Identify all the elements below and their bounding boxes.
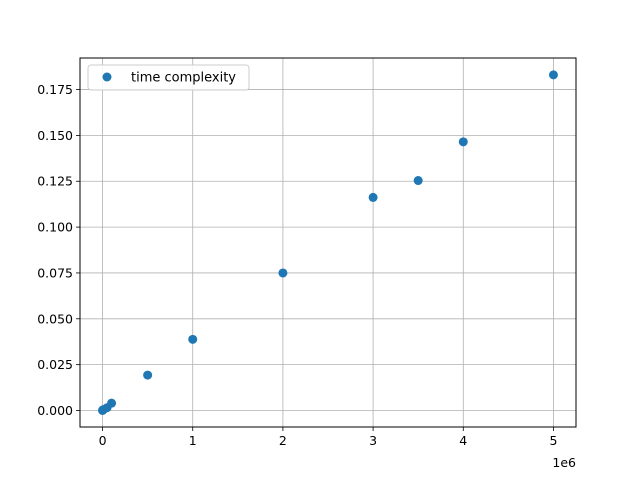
grid-lines — [80, 58, 576, 427]
data-points — [98, 70, 558, 415]
data-point — [548, 70, 558, 80]
x-tick-label: 0 — [99, 433, 107, 448]
data-point — [107, 398, 117, 408]
legend-box — [87, 64, 250, 91]
x-tick-label: 1 — [189, 433, 197, 448]
y-axis-ticks: 0.000 0.025 0.050 0.075 0.100 0.125 0.150 0.175 — [37, 82, 80, 418]
legend-marker — [102, 72, 112, 82]
legend: time complexity — [87, 64, 250, 91]
data-point — [143, 370, 153, 380]
y-tick-label: 0.150 — [37, 128, 73, 143]
data-point — [278, 268, 288, 278]
data-point — [188, 334, 198, 344]
y-tick-label: 0.025 — [37, 357, 73, 372]
x-tick-label: 5 — [549, 433, 557, 448]
data-point — [458, 137, 468, 147]
y-tick-label: 0.175 — [37, 82, 73, 97]
x-tick-label: 4 — [459, 433, 467, 448]
y-tick-label: 0.075 — [37, 265, 73, 280]
x-tick-label: 3 — [369, 433, 377, 448]
x-tick-label: 2 — [279, 433, 287, 448]
plot-frame — [79, 57, 577, 428]
y-tick-label: 0.125 — [37, 174, 73, 189]
legend-label: time complexity — [131, 71, 236, 86]
data-point — [368, 192, 378, 202]
y-tick-label: 0.050 — [37, 311, 73, 326]
data-point — [413, 176, 423, 186]
x-axis-scale-note: 1e6 — [552, 455, 576, 470]
y-tick-label: 0.000 — [37, 403, 73, 418]
y-tick-label: 0.100 — [37, 220, 73, 235]
x-axis-ticks: 0 1 2 3 4 5 — [99, 427, 557, 448]
